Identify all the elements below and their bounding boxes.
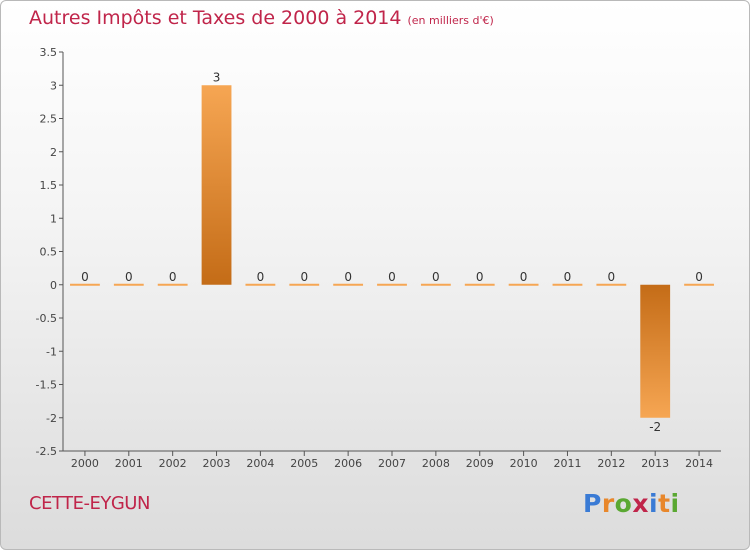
logo-letter: i [649, 489, 659, 518]
y-tick-label: 2 [50, 146, 57, 159]
logo-letter: o [614, 489, 633, 518]
y-tick-label: -2 [46, 412, 57, 425]
data-label: 0 [432, 270, 440, 284]
bar [70, 283, 100, 286]
logo-letter: x [632, 489, 649, 518]
x-tick-label: 2003 [203, 457, 231, 470]
x-tick-label: 2005 [290, 457, 318, 470]
x-tick-label: 2002 [159, 457, 187, 470]
bar [552, 283, 583, 286]
data-label: 0 [344, 270, 352, 284]
bar [377, 283, 407, 286]
x-tick-label: 2001 [115, 457, 143, 470]
data-label: 0 [125, 270, 133, 284]
x-tick-label: 2000 [71, 457, 99, 470]
data-label: 0 [169, 270, 177, 284]
x-tick-label: 2006 [334, 457, 362, 470]
y-tick-label: -1.5 [36, 379, 57, 392]
bar [113, 283, 144, 286]
y-tick-label: 0 [50, 279, 57, 292]
bar [333, 283, 364, 286]
data-label: 0 [520, 270, 528, 284]
data-label: 0 [608, 270, 616, 284]
y-tick-label: 0.5 [40, 246, 58, 259]
y-tick-label: -2.5 [36, 445, 57, 458]
data-label: 0 [388, 270, 396, 284]
chart-title: Autres Impôts et Taxes de 2000 à 2014 (en… [29, 7, 494, 29]
data-label: 3 [213, 70, 221, 84]
bar [289, 283, 320, 286]
y-tick-label: -1 [46, 345, 57, 358]
x-tick-label: 2009 [466, 457, 494, 470]
x-tick-label: 2014 [685, 457, 713, 470]
logo-letter: t [658, 489, 671, 518]
bar [640, 284, 671, 418]
x-tick-label: 2012 [597, 457, 625, 470]
logo-letter: P [583, 489, 602, 518]
data-label: 0 [300, 270, 308, 284]
place-name: CETTE-EYGUN [29, 493, 150, 514]
y-tick-label: 3.5 [40, 46, 58, 59]
bar [420, 283, 451, 286]
y-tick-label: 1.5 [40, 179, 58, 192]
bar [596, 283, 627, 286]
data-label: 0 [476, 270, 484, 284]
logo-letter: r [601, 489, 615, 518]
data-label: 0 [257, 270, 265, 284]
chart-subtitle: (en milliers d'€) [407, 14, 494, 27]
x-tick-label: 2008 [422, 457, 450, 470]
data-label: -2 [649, 420, 661, 434]
proxiti-logo: Proxiti [583, 489, 680, 518]
x-tick-label: 2011 [553, 457, 581, 470]
x-tick-label: 2007 [378, 457, 406, 470]
x-tick-label: 2004 [246, 457, 274, 470]
x-tick-label: 2013 [641, 457, 669, 470]
bar [684, 283, 714, 286]
bar [201, 85, 232, 285]
data-label: 0 [564, 270, 572, 284]
bar [157, 283, 188, 286]
data-label: 0 [695, 270, 703, 284]
y-tick-label: 1 [50, 212, 57, 225]
title-text: Autres Impôts et Taxes de 2000 à 2014 [29, 7, 402, 29]
y-tick-label: 3 [50, 79, 57, 92]
y-tick-label: 2.5 [40, 113, 58, 126]
data-label: 0 [81, 270, 89, 284]
x-tick-label: 2010 [510, 457, 538, 470]
bar [508, 283, 539, 286]
bar [245, 283, 276, 286]
logo-letter: i [670, 489, 680, 518]
bar [464, 283, 495, 286]
y-tick-label: -0.5 [36, 312, 57, 325]
